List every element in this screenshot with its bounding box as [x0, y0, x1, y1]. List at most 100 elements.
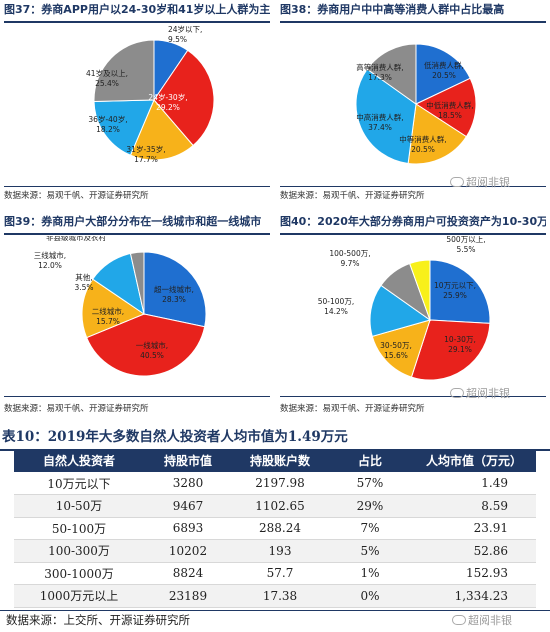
table-10-title: 表10：2019年大多数自然人投资者人均市值为1.49万元 [2, 429, 348, 445]
figure-39-title-rule [4, 233, 270, 235]
pie-slice [409, 259, 431, 321]
figure-39-title: 图39：券商用户大部分分布在一线城市和超一线城市 [4, 215, 262, 228]
figure-37-source: 数据来源：易观千帆、开源证券研究所 [4, 191, 149, 201]
pie-slice [355, 68, 417, 165]
pie-data-label: 其他, 3.5% [74, 272, 93, 292]
table-cell: 17.38 [232, 584, 328, 608]
pie-slice [415, 43, 471, 105]
figure-37-title-rule [4, 21, 270, 23]
table-cell: 9467 [144, 494, 232, 518]
table-header-row: 自然人投资者 持股市值 持股账户数 占比 人均市值（万元） [14, 449, 536, 472]
table-cell: 23189 [144, 584, 232, 608]
pie-slice [143, 251, 207, 328]
table-cell: 23.91 [412, 517, 536, 540]
table-row: 10万元以下 3280 2197.98 57% 1.49 [14, 472, 536, 495]
figure-37-bottom-rule [4, 186, 270, 187]
pie-slice [93, 39, 155, 103]
table-10: 自然人投资者 持股市值 持股账户数 占比 人均市值（万元） 10万元以下 328… [14, 449, 536, 608]
figure-40-pie-chart: 10万元以下, 25.9% 10-30万, 29.1% 30-50万, 15.6% 50-1… [318, 236, 491, 381]
pie-data-label: 超一线城市, 28.3% [154, 284, 194, 304]
figure-37: 图37：券商APP用户以24-30岁和41岁以上人群为主 24岁以下, 9.5% 2… [4, 0, 270, 205]
figure-38-title: 图38：券商用户中中高等消费人群中占比最高 [280, 3, 505, 16]
figure-40-title-rule [280, 233, 546, 235]
column-header: 持股市值 [144, 449, 232, 472]
figure-37-pie-chart: 24岁以下, 9.5% 24岁-30岁, 29.2% 31岁-35岁, 17.7% 36岁-… [86, 24, 215, 164]
watermark-text: 超阅非银 [468, 614, 512, 627]
pie-data-label: 中等消费人群, 20.5% [399, 134, 446, 154]
figure-38-bottom-rule [280, 186, 546, 187]
pie-slice [129, 251, 145, 315]
figure-39-bottom-rule [4, 396, 270, 397]
pie-slice [366, 43, 417, 105]
pie-data-label: 41岁及以上, 25.4% [86, 68, 128, 88]
table-cell: 29% [328, 494, 412, 518]
pie-slice [369, 284, 432, 337]
table-cell: 57% [328, 472, 412, 495]
figure-40-source: 数据来源：易观千帆、开源证券研究所 [280, 404, 425, 414]
pie-data-label: 10万元以下, 25.9% [434, 281, 476, 300]
pie-data-label: 中低消费人群, 18.5% [426, 100, 473, 120]
figure-38: 图38：券商用户中中高等消费人群中占比最高 低消费人群, 20.5% 中低消费人群,… [280, 0, 546, 205]
table-cell: 1% [328, 562, 412, 585]
pie-data-label: 100-500万, 9.7% [329, 249, 370, 268]
pie-data-label: 一线城市, 40.5% [136, 340, 168, 360]
pie-data-label: 500万以上, 5.5% [446, 236, 485, 254]
table-cell: 8.59 [412, 494, 536, 518]
table-cell: 1102.65 [232, 494, 328, 518]
column-header: 持股账户数 [232, 449, 328, 472]
pie-slice [414, 77, 477, 138]
pie-data-label: 二线城市, 15.7% [92, 306, 124, 326]
pie-slice [153, 49, 215, 147]
column-header: 自然人投资者 [14, 449, 144, 472]
pie-data-label: 低消费人群, 20.5% [424, 60, 464, 80]
watermark-text: 超阅非银 [466, 176, 510, 189]
table-row: 10-50万 9467 1102.65 29% 8.59 [14, 494, 536, 518]
table-cell: 100-300万 [14, 539, 144, 563]
pie-data-label: 高等消费人群, 17.3% [356, 62, 403, 82]
watermark: 超阅非银 [452, 612, 512, 628]
table-cell: 0% [328, 584, 412, 608]
table-cell: 3280 [144, 472, 232, 495]
pie-data-label: 36岁-40岁, 18.2% [88, 114, 127, 134]
pie-data-label: 中高消费人群, 37.4% [356, 112, 403, 132]
pie-data-label: 24岁-30岁, 29.2% [148, 92, 187, 112]
figure-40-bottom-rule [280, 396, 546, 397]
table-cell: 7% [328, 517, 412, 540]
table-cell: 1000万元以上 [14, 584, 144, 608]
watermark: 超阅非银 [450, 174, 510, 190]
figure-40-title: 图40：2020年大部分券商用户可投资资产为10-30万 [280, 215, 546, 228]
column-header: 占比 [328, 449, 412, 472]
figure-40: 图40：2020年大部分券商用户可投资资产为10-30万 10万元以下, 25.9… [280, 212, 546, 417]
table-cell: 10202 [144, 539, 232, 563]
table-10-source: 数据来源：上交所、开源证券研究所 [6, 613, 190, 627]
table-cell: 57.7 [232, 562, 328, 585]
pie-data-label: 非县级城市及农村 [46, 236, 106, 242]
pie-data-label: 24岁以下, 9.5% [168, 24, 202, 44]
pie-data-label: 50-100万, 14.2% [318, 297, 354, 316]
watermark-icon [452, 615, 466, 625]
table-row: 300-1000万 8824 57.7 1% 152.93 [14, 562, 536, 585]
pie-data-label: 10-30万, 29.1% [444, 335, 476, 354]
pie-slice [410, 319, 491, 381]
table-cell: 2197.98 [232, 472, 328, 495]
table-cell: 10万元以下 [14, 472, 144, 495]
table-cell: 50-100万 [14, 517, 144, 540]
figure-37-title: 图37：券商APP用户以24-30岁和41岁以上人群为主 [4, 3, 270, 16]
pie-slice [85, 313, 206, 377]
table-cell: 6893 [144, 517, 232, 540]
table-cell: 288.24 [232, 517, 328, 540]
figure-39-pie-chart: 超一线城市, 28.3% 一线城市, 40.5% 二线城市, 15.7% 三线城市, 12.0… [34, 236, 207, 377]
watermark-icon [450, 388, 464, 398]
table-cell: 1,334.23 [412, 584, 536, 608]
pie-slice [93, 99, 155, 156]
table-row: 50-100万 6893 288.24 7% 23.91 [14, 517, 536, 540]
pie-slice [429, 259, 491, 324]
table-cell: 8824 [144, 562, 232, 585]
table-cell: 300-1000万 [14, 562, 144, 585]
figure-38-pie-chart: 低消费人群, 20.5% 中低消费人群, 18.5% 中等消费人群, 20.5%中高消费人… [355, 43, 477, 165]
table-cell: 1.49 [412, 472, 536, 495]
table-row: 100-300万 10202 193 5% 52.86 [14, 539, 536, 563]
watermark-text: 超阅非银 [466, 387, 510, 400]
figure-38-source: 数据来源：易观千帆、开源证券研究所 [280, 191, 425, 201]
table-row: 1000万元以上 23189 17.38 0% 1,334.23 [14, 584, 536, 608]
